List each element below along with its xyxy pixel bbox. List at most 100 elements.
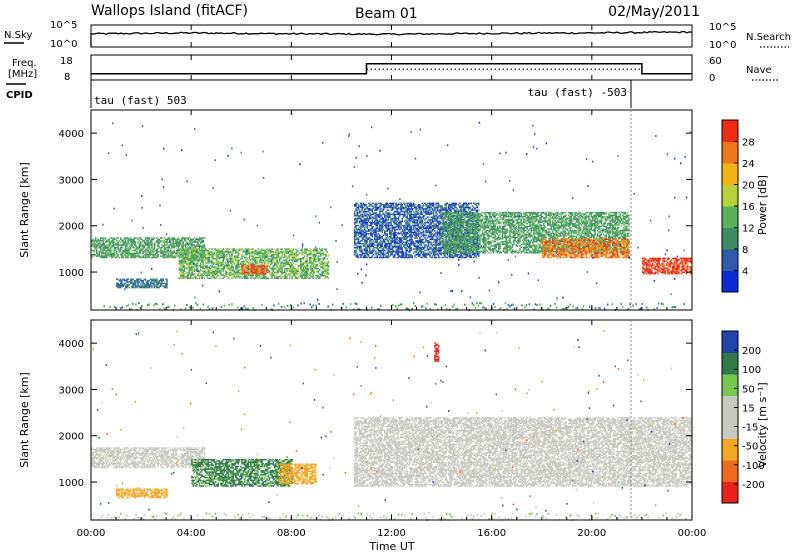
power-cell: [114, 251, 116, 252]
power-cell: [219, 275, 221, 276]
power-cell: [114, 255, 116, 256]
power-cell: [239, 278, 241, 279]
power-cell: [169, 246, 171, 247]
power-cell: [224, 268, 226, 269]
power-cell: [170, 243, 172, 244]
power-cell: [206, 276, 208, 277]
power-cell: [260, 261, 262, 262]
date-label: 02/May/2011: [608, 4, 700, 20]
power-cell: [296, 250, 298, 251]
power-cell: [120, 237, 122, 238]
power-cell: [260, 258, 262, 259]
power-cell: [154, 248, 156, 249]
power-cell: [224, 257, 226, 258]
power-cell: [273, 267, 275, 268]
power-cell: [174, 237, 176, 238]
power-cell: [298, 268, 300, 269]
power-cell: [281, 253, 283, 254]
power-cell: [211, 251, 213, 252]
power-cell: [164, 243, 166, 244]
power-cell: [100, 239, 102, 240]
power-cell: [211, 265, 213, 266]
power-cell: [114, 242, 116, 243]
power-cell: [220, 271, 222, 272]
power-cell: [122, 257, 124, 258]
power-cell: [238, 265, 240, 266]
power-cell: [228, 276, 230, 277]
power-cell: [195, 254, 197, 255]
power-cell: [174, 244, 176, 245]
power-cell: [202, 264, 204, 265]
power-cell: [273, 253, 275, 254]
power-cell: [205, 260, 207, 261]
power-cell: [142, 255, 144, 256]
power-cell: [111, 247, 113, 248]
power-cell: [182, 275, 184, 276]
power-cell: [112, 246, 114, 247]
power-cell: [154, 243, 156, 244]
power-cell: [200, 262, 202, 263]
power-cell: [238, 271, 240, 272]
power-cell: [296, 255, 298, 256]
power-cell: [170, 248, 172, 249]
power-cell: [199, 276, 201, 277]
power-cell: [229, 254, 231, 255]
power-cell: [115, 254, 117, 255]
power-cell: [175, 257, 177, 258]
power-cell: [131, 244, 133, 245]
power-cell: [266, 254, 268, 255]
power-cell: [96, 253, 98, 254]
power-cell: [186, 242, 188, 243]
power-cell: [268, 262, 270, 263]
power-cell: [135, 250, 137, 251]
power-cell: [301, 276, 303, 277]
power-cell: [149, 255, 151, 256]
power-cell: [273, 248, 275, 249]
power-cell: [191, 264, 193, 265]
power-cell: [191, 250, 193, 251]
power-cell: [270, 264, 272, 265]
power-cell: [219, 253, 221, 254]
power-cell: [181, 239, 183, 240]
power-cell: [152, 239, 154, 240]
power-cell: [147, 250, 149, 251]
power-cell: [185, 240, 187, 241]
power-cell: [105, 237, 107, 238]
power-cell: [192, 275, 194, 276]
power-cell: [280, 257, 282, 258]
power-cell: [139, 247, 141, 248]
power-cell: [286, 275, 288, 276]
power-cell: [200, 255, 202, 256]
power-cell: [156, 237, 158, 238]
power-cell: [218, 267, 220, 268]
power-cell: [166, 251, 168, 252]
power-cell: [303, 268, 305, 269]
power-cell: [224, 276, 226, 277]
power-cell: [275, 258, 277, 259]
power-cell: [200, 257, 202, 258]
power-cell: [239, 261, 241, 262]
power-cell: [271, 278, 273, 279]
power-cell: [281, 271, 283, 272]
power-cell: [228, 267, 230, 268]
power-cell: [116, 257, 118, 258]
power-cell: [210, 268, 212, 269]
power-cell: [135, 257, 137, 258]
power-cell: [104, 250, 106, 251]
power-cell: [220, 254, 222, 255]
power-cell: [236, 248, 238, 249]
power-cell: [96, 242, 98, 243]
power-cell: [239, 254, 241, 255]
power-cell: [115, 250, 117, 251]
power-cell: [199, 271, 201, 272]
power-cell: [190, 276, 192, 277]
power-cell: [226, 257, 228, 258]
power-cell: [120, 242, 122, 243]
power-cell: [204, 273, 206, 274]
power-cell: [180, 265, 182, 266]
power-cell: [145, 255, 147, 256]
power-cell: [296, 260, 298, 261]
power-cell: [291, 264, 293, 265]
power-cell: [144, 247, 146, 248]
power-cell: [189, 237, 191, 238]
